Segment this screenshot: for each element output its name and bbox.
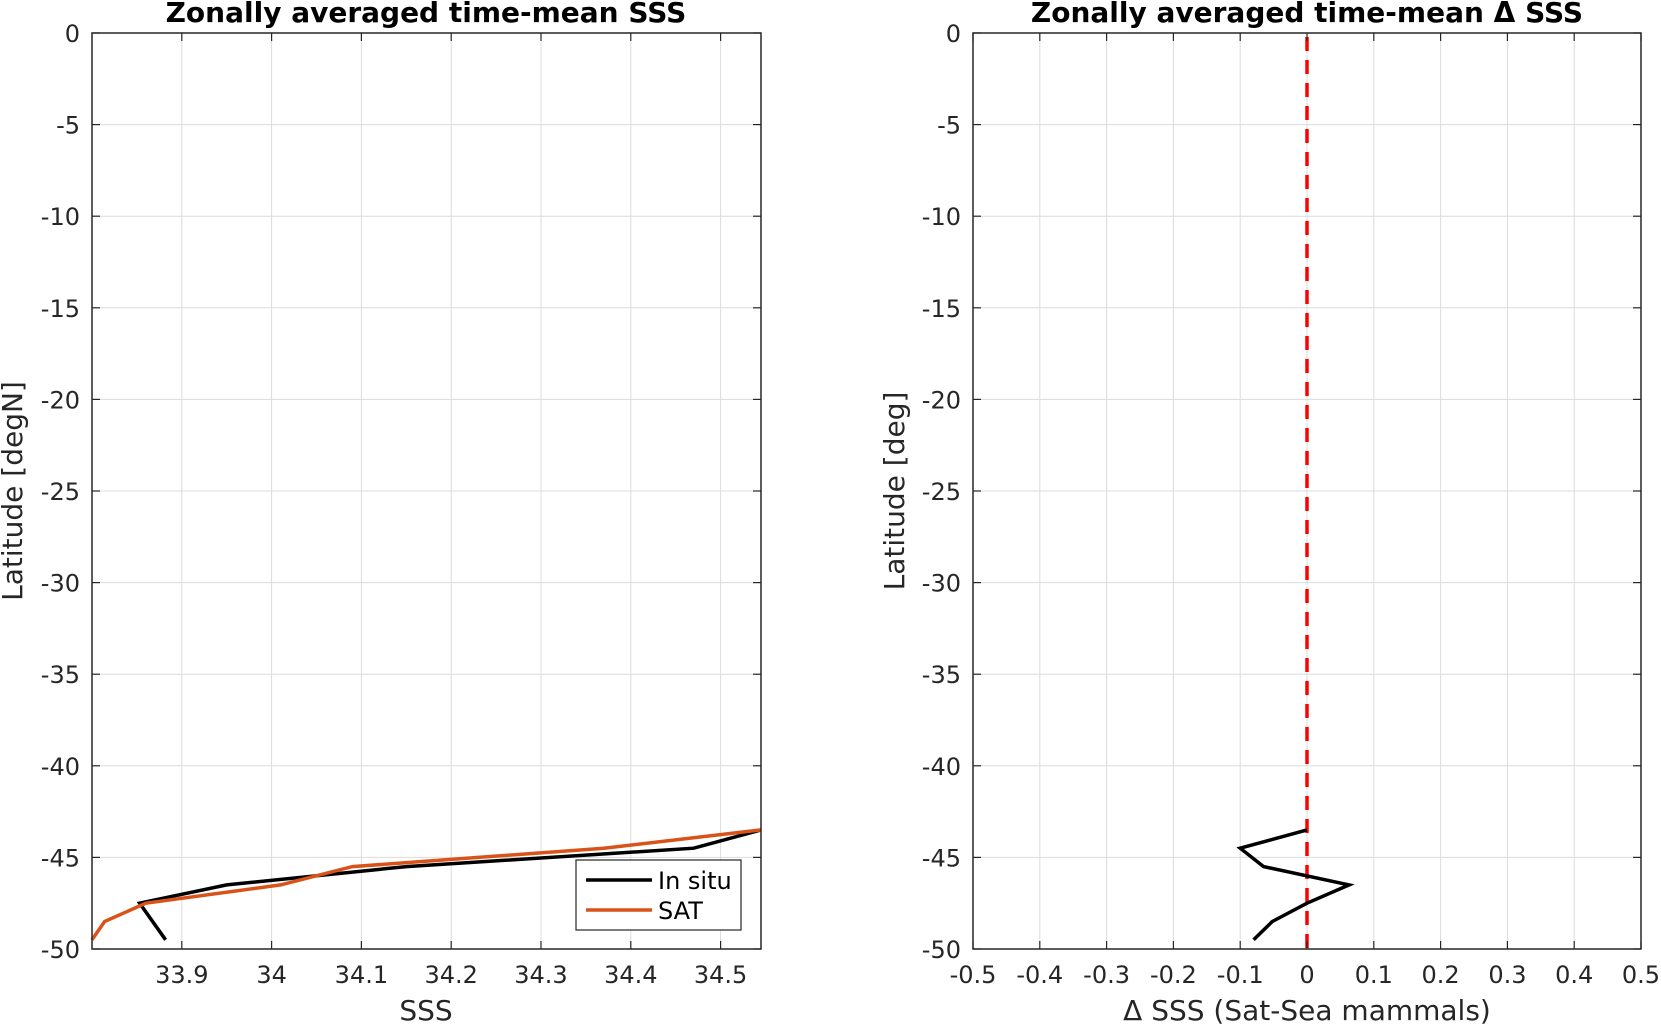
y-tick-label: 0 (946, 20, 961, 48)
x-tick-label: 0.2 (1422, 961, 1460, 989)
x-tick-label: 34.1 (335, 961, 388, 989)
series-line-sat (90, 828, 762, 941)
x-tick-label: -0.4 (1016, 961, 1063, 989)
chart-sss: 33.9 34 34.1 34.2 34.3 34.4 34.5 0 -5 -10 -15 -20 -2… (0, 0, 762, 1025)
y-tick-label: -25 (41, 478, 80, 506)
x-tick-label: -0.5 (950, 961, 997, 989)
y-tick-label: -5 (937, 112, 961, 140)
y-tick-label: -15 (41, 295, 80, 323)
y-tick-label: -40 (922, 753, 961, 781)
y-tick-label: -20 (41, 386, 80, 414)
chart-title: Zonally averaged time-mean SSS (166, 0, 687, 29)
x-tick-label: 0.3 (1488, 961, 1526, 989)
legend-label-sat: SAT (658, 897, 703, 925)
x-tick-label: 34.5 (694, 961, 747, 989)
y-tick-label: -45 (41, 844, 80, 872)
y-axis-label: Latitude [deg] (878, 392, 911, 591)
y-tick-label: -5 (56, 112, 80, 140)
legend: In situ SAT (575, 859, 742, 931)
chart-delta-sss: -0.5 -0.4 -0.3 -0.2 -0.1 0 0.1 0.2 0.3 0.4 0.5 0 -5 -… (878, 0, 1660, 1025)
series-line-delta-sss (1236, 828, 1355, 942)
x-tick-label: 33.9 (155, 961, 208, 989)
y-tick-label: -40 (41, 753, 80, 781)
y-tick-label: 0 (65, 20, 80, 48)
x-tick-label: 0.5 (1622, 961, 1660, 989)
y-tick-label: -35 (41, 661, 80, 689)
x-axis-label: SSS (399, 994, 452, 1025)
x-tick-label: 34.3 (514, 961, 567, 989)
x-tick-label: 0 (1299, 961, 1314, 989)
y-axis-label: Latitude [degN] (0, 381, 29, 601)
y-tick-label: -10 (41, 203, 80, 231)
x-tick-label: -0.2 (1150, 961, 1197, 989)
chart-title: Zonally averaged time-mean Δ SSS (1031, 0, 1583, 29)
y-tick-label: -15 (922, 295, 961, 323)
y-tick-label: -25 (922, 478, 961, 506)
x-tick-label: 34 (256, 961, 287, 989)
y-tick-label: -45 (922, 844, 961, 872)
x-axis-label: Δ SSS (Sat-Sea mammals) (1123, 994, 1491, 1025)
y-tick-label: -20 (922, 386, 961, 414)
x-tick-label: 34.4 (604, 961, 657, 989)
y-tick-label: -10 (922, 203, 961, 231)
legend-label-in-situ: In situ (658, 867, 732, 895)
y-tick-label: -30 (41, 570, 80, 598)
y-tick-label: -50 (922, 936, 961, 964)
x-tick-label: -0.3 (1083, 961, 1130, 989)
x-tick-label: 0.4 (1555, 961, 1593, 989)
y-tick-label: -50 (41, 936, 80, 964)
x-tick-label: 34.2 (424, 961, 477, 989)
x-tick-label: 0.1 (1355, 961, 1393, 989)
y-tick-label: -30 (922, 570, 961, 598)
y-tick-label: -35 (922, 661, 961, 689)
x-tick-label: -0.1 (1217, 961, 1264, 989)
